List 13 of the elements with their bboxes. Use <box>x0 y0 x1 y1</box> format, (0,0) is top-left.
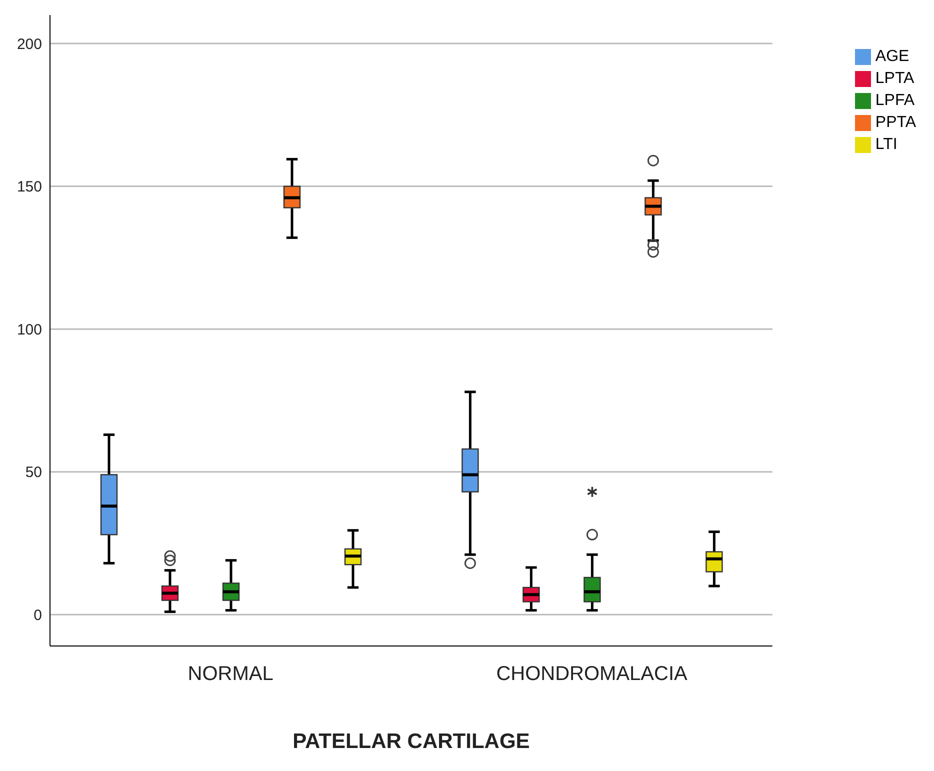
y-tick-label: 50 <box>25 464 42 482</box>
legend-label: AGE <box>875 48 910 65</box>
legend-label: LTI <box>875 136 898 153</box>
legend-label: LPTA <box>875 70 914 87</box>
legend-label: LPFA <box>875 92 915 109</box>
x-tick-label: NORMAL <box>188 663 274 686</box>
y-tick-label: 150 <box>16 178 42 196</box>
x-tick-label: CHONDROMALACIA <box>496 663 688 686</box>
y-tick-label: 0 <box>34 606 42 624</box>
y-tick-label: 100 <box>16 321 42 338</box>
y-tick-label: 200 <box>16 36 42 53</box>
legend-label: PPTA <box>875 114 916 131</box>
x-axis-title: PATELLAR CARTILAGE <box>292 730 530 753</box>
